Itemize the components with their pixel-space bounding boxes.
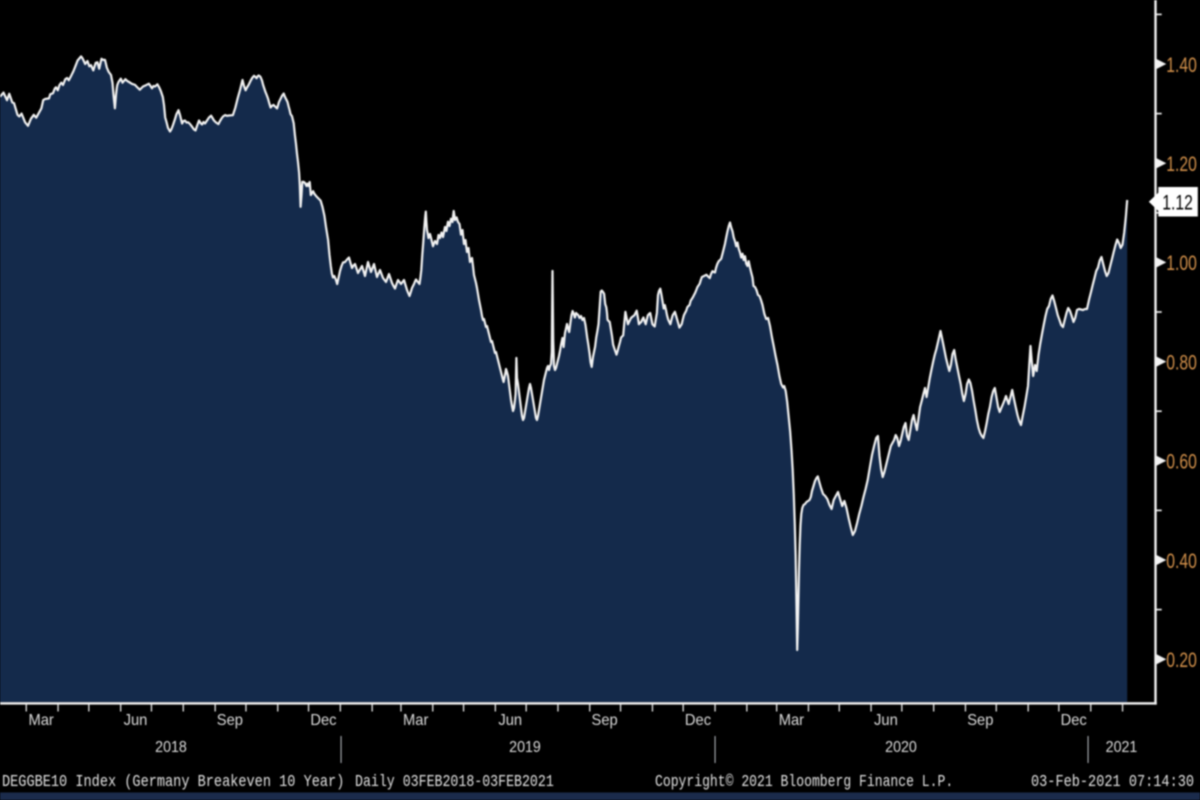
svg-text:Dec: Dec xyxy=(310,711,336,729)
svg-text:Jun: Jun xyxy=(498,711,522,729)
svg-text:03-Feb-2021 07:14:30: 03-Feb-2021 07:14:30 xyxy=(1031,772,1194,792)
svg-text:0.80: 0.80 xyxy=(1166,350,1197,374)
svg-text:2018: 2018 xyxy=(155,740,187,757)
svg-text:Mar: Mar xyxy=(28,711,53,729)
svg-text:0.60: 0.60 xyxy=(1166,449,1197,473)
svg-text:Mar: Mar xyxy=(779,711,804,729)
svg-text:1.40: 1.40 xyxy=(1166,52,1197,76)
svg-text:1.12: 1.12 xyxy=(1162,190,1193,214)
svg-text:DEGGBE10 Index (Germany Breake: DEGGBE10 Index (Germany Breakeven 10 Yea… xyxy=(2,772,344,792)
svg-text:2021: 2021 xyxy=(1106,740,1138,757)
svg-text:Dec: Dec xyxy=(1061,711,1087,729)
svg-text:Daily 03FEB2018-03FEB2021: Daily 03FEB2018-03FEB2021 xyxy=(355,772,554,792)
svg-text:Jun: Jun xyxy=(124,711,148,729)
svg-text:Copyright© 2021 Bloomberg Fina: Copyright© 2021 Bloomberg Finance L.P. xyxy=(655,771,953,791)
svg-text:1.00: 1.00 xyxy=(1166,251,1197,275)
svg-text:Jun: Jun xyxy=(874,711,898,729)
svg-text:Sep: Sep xyxy=(592,711,618,729)
svg-text:2019: 2019 xyxy=(509,740,541,757)
svg-text:0.20: 0.20 xyxy=(1166,648,1197,672)
svg-text:Sep: Sep xyxy=(967,711,993,729)
svg-text:1.20: 1.20 xyxy=(1166,152,1197,176)
svg-text:Sep: Sep xyxy=(217,711,243,729)
svg-text:Mar: Mar xyxy=(403,711,428,729)
svg-text:0.40: 0.40 xyxy=(1166,548,1197,572)
svg-text:2020: 2020 xyxy=(885,740,917,757)
svg-text:Dec: Dec xyxy=(685,711,711,729)
